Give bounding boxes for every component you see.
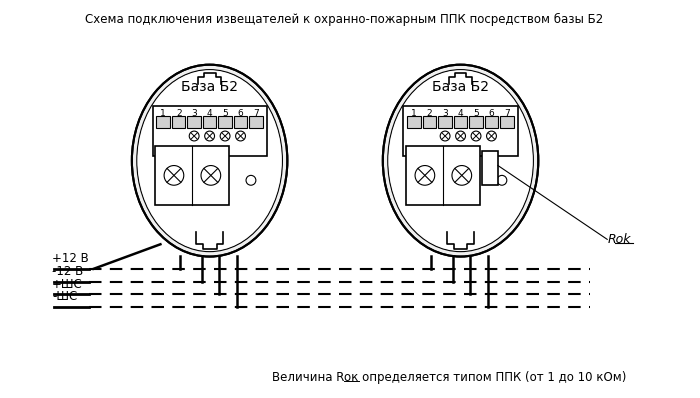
Circle shape [440,131,450,141]
Bar [157,116,170,128]
Text: 6: 6 [489,109,494,119]
Bar [407,116,421,128]
Text: 7: 7 [504,109,510,119]
Ellipse shape [389,70,533,251]
Bar [203,116,216,128]
Circle shape [204,131,214,141]
Bar [484,116,498,128]
Bar [482,151,498,185]
Bar [403,107,517,156]
Text: 3: 3 [191,109,197,119]
Circle shape [220,131,230,141]
Text: Величина R: Величина R [272,371,344,384]
Text: Схема подключения извещателей к охранно-пожарным ППК посредством базы Б2: Схема подключения извещателей к охранно-… [85,13,603,26]
Text: 1: 1 [412,109,417,119]
Text: 4: 4 [458,109,463,119]
Circle shape [486,131,496,141]
Text: База Б2: База Б2 [432,80,489,94]
Text: 2: 2 [176,109,181,119]
Circle shape [471,131,481,141]
Bar [438,116,452,128]
Text: +12 В: +12 В [52,252,89,265]
Bar [469,116,483,128]
Text: База Б2: База Б2 [181,80,238,94]
Bar [454,116,468,128]
Bar [234,116,247,128]
Text: 5: 5 [222,109,228,119]
Bar [155,146,230,205]
Text: 6: 6 [238,109,244,119]
Text: -12 В: -12 В [52,265,83,278]
Ellipse shape [383,64,538,257]
Circle shape [164,166,184,185]
Text: ок определяется типом ППК (от 1 до 10 кОм): ок определяется типом ППК (от 1 до 10 кО… [344,371,626,384]
Text: 5: 5 [473,109,479,119]
Circle shape [497,176,507,185]
Circle shape [246,176,256,185]
Text: +ШС: +ШС [52,277,83,291]
Bar [500,116,514,128]
Circle shape [456,131,466,141]
Ellipse shape [132,64,288,257]
Text: Rok: Rok [607,233,631,246]
Text: 3: 3 [442,109,448,119]
Bar [188,116,201,128]
Circle shape [189,131,199,141]
Bar [153,107,267,156]
Bar [423,116,436,128]
Circle shape [236,131,246,141]
Text: 4: 4 [206,109,212,119]
Circle shape [415,166,435,185]
Text: 1: 1 [160,109,166,119]
Bar [249,116,262,128]
Text: 2: 2 [427,109,433,119]
Bar [407,146,480,205]
Circle shape [452,166,472,185]
Bar [172,116,186,128]
Ellipse shape [138,70,281,251]
Text: 7: 7 [253,109,259,119]
Circle shape [201,166,220,185]
Text: -ШС: -ШС [52,290,78,303]
Bar [218,116,232,128]
